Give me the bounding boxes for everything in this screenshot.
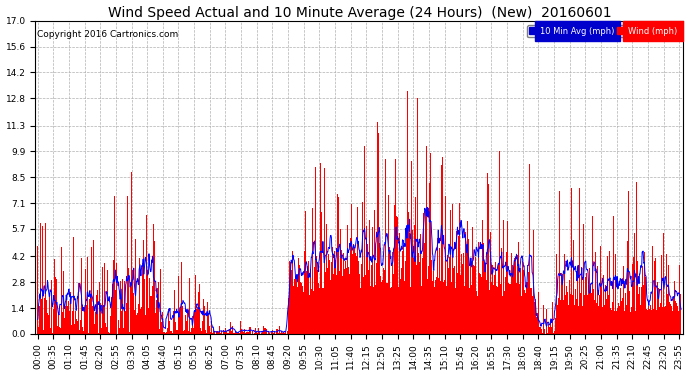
Title: Wind Speed Actual and 10 Minute Average (24 Hours)  (New)  20160601: Wind Speed Actual and 10 Minute Average … bbox=[108, 6, 611, 20]
Text: Copyright 2016 Cartronics.com: Copyright 2016 Cartronics.com bbox=[37, 30, 178, 39]
Legend: 10 Min Avg (mph), Wind (mph): 10 Min Avg (mph), Wind (mph) bbox=[527, 25, 679, 37]
